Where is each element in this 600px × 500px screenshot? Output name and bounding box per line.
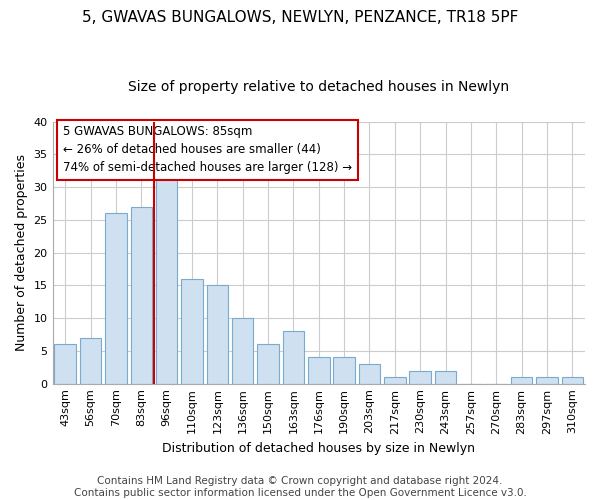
Bar [80, 338, 101, 384]
Text: 5 GWAVAS BUNGALOWS: 85sqm
← 26% of detached houses are smaller (44)
74% of semi-: 5 GWAVAS BUNGALOWS: 85sqm ← 26% of detac… [63, 126, 352, 174]
Bar [334, 358, 355, 384]
Text: Contains HM Land Registry data © Crown copyright and database right 2024.
Contai: Contains HM Land Registry data © Crown c… [74, 476, 526, 498]
Bar [511, 377, 532, 384]
Bar [435, 370, 457, 384]
Text: 5, GWAVAS BUNGALOWS, NEWLYN, PENZANCE, TR18 5PF: 5, GWAVAS BUNGALOWS, NEWLYN, PENZANCE, T… [82, 10, 518, 25]
Bar [131, 206, 152, 384]
Title: Size of property relative to detached houses in Newlyn: Size of property relative to detached ho… [128, 80, 509, 94]
Bar [55, 344, 76, 384]
Bar [384, 377, 406, 384]
Bar [206, 286, 228, 384]
Bar [156, 168, 178, 384]
Bar [181, 279, 203, 384]
Bar [536, 377, 558, 384]
X-axis label: Distribution of detached houses by size in Newlyn: Distribution of detached houses by size … [162, 442, 475, 455]
Y-axis label: Number of detached properties: Number of detached properties [15, 154, 28, 351]
Bar [562, 377, 583, 384]
Bar [257, 344, 279, 384]
Bar [409, 370, 431, 384]
Bar [359, 364, 380, 384]
Bar [308, 358, 329, 384]
Bar [105, 214, 127, 384]
Bar [232, 318, 253, 384]
Bar [283, 332, 304, 384]
